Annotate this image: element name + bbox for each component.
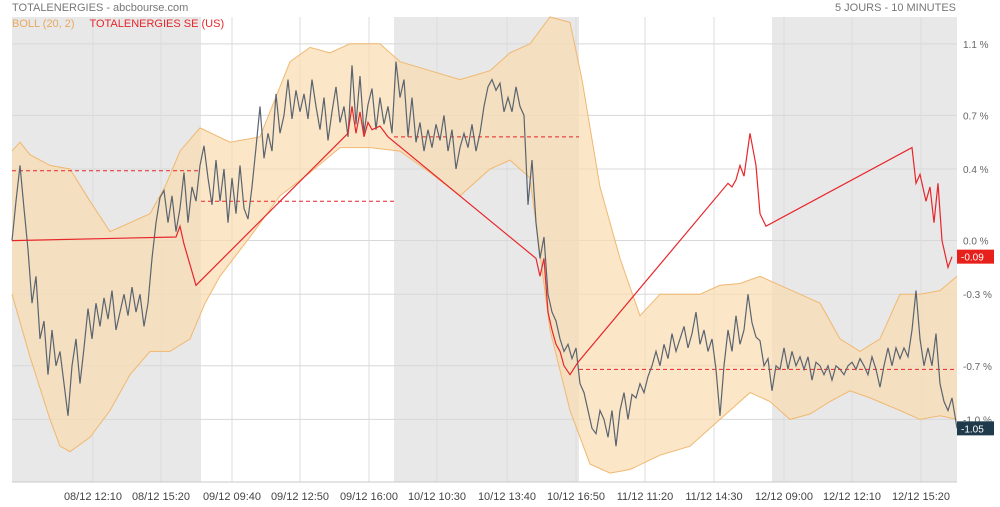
y-tick-label-6: -1.0 % bbox=[963, 415, 992, 426]
x-tick-label-7: 10/12 16:50 bbox=[547, 491, 605, 503]
x-tick-label-10: 12/12 09:00 bbox=[755, 491, 813, 503]
legend-us-series[interactable]: TOTALENERGIES SE (US) bbox=[89, 18, 225, 30]
legend-boll[interactable]: BOLL (20, 2) bbox=[12, 18, 75, 30]
last-main-tag-bg bbox=[957, 421, 994, 436]
x-tick-label-4: 09/12 16:00 bbox=[340, 491, 398, 503]
bollinger-band-fill bbox=[12, 17, 957, 474]
x-tick-label-11: 12/12 12:10 bbox=[823, 491, 881, 503]
bollinger-upper-line bbox=[11, 16, 958, 352]
chart-title: TOTALENERGIES - abcbourse.com bbox=[12, 2, 189, 14]
y-tick-label-0: 1.1 % bbox=[963, 40, 989, 51]
last-us-tag-bg bbox=[957, 249, 994, 264]
x-tick-label-1: 08/12 15:20 bbox=[132, 491, 190, 503]
bollinger-band bbox=[11, 16, 958, 474]
x-tick-label-9: 11/12 14:30 bbox=[685, 491, 742, 503]
last-value-tags: -0.09 -1.05 bbox=[957, 249, 994, 436]
y-axis: 1.1 % 0.7 % 0.4 % 0.0 % -0.3 % -0.7 % -1.0 % bbox=[963, 40, 992, 427]
legend: BOLL (20, 2) TOTALENERGIES SE (US) bbox=[12, 18, 236, 30]
main-price-line bbox=[11, 61, 958, 447]
last-us-tag-text: -0.09 bbox=[961, 253, 984, 264]
x-tick-label-3: 09/12 12:50 bbox=[271, 491, 329, 503]
x-axis: 08/12 12:10 08/12 15:20 09/12 09:40 09/12 1… bbox=[64, 491, 950, 503]
y-tick-label-3: 0.0 % bbox=[963, 237, 989, 248]
y-tick-label-4: -0.3 % bbox=[963, 290, 992, 301]
y-tick-label-2: 0.4 % bbox=[963, 165, 989, 176]
x-tick-label-6: 10/12 13:40 bbox=[478, 491, 536, 503]
last-main-tag-text: -1.05 bbox=[961, 424, 984, 435]
price-series bbox=[11, 61, 958, 447]
x-tick-label-12: 12/12 15:20 bbox=[892, 491, 950, 503]
y-tick-label-1: 0.7 % bbox=[963, 111, 989, 122]
bollinger-lower-line bbox=[11, 147, 958, 474]
reference-levels bbox=[12, 136, 957, 370]
period-label[interactable]: 5 JOURS - 10 MINUTES bbox=[834, 2, 956, 14]
y-tick-label-5: -0.7 % bbox=[963, 362, 992, 373]
us-price-line bbox=[11, 106, 953, 376]
x-tick-label-0: 08/12 12:10 bbox=[64, 491, 122, 503]
x-tick-label-8: 11/12 11:20 bbox=[617, 491, 673, 503]
x-tick-label-5: 10/12 10:30 bbox=[408, 491, 466, 503]
x-tick-label-2: 09/12 09:40 bbox=[203, 491, 261, 503]
